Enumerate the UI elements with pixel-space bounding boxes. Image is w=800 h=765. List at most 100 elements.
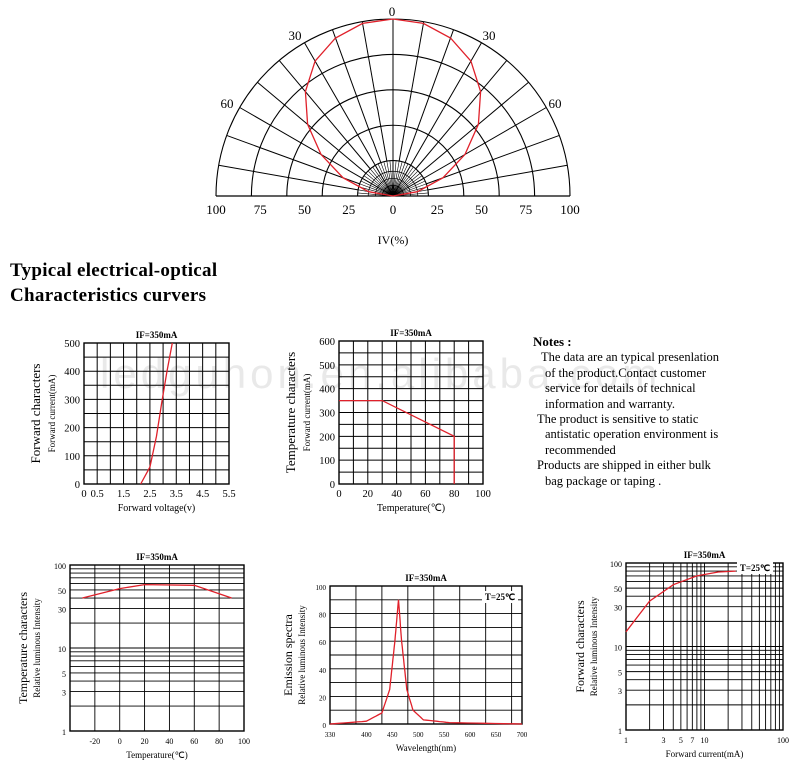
x-tick-label: 5.5	[222, 489, 235, 500]
x-tick-label: 60	[190, 737, 198, 746]
y-tick-label: 0	[75, 480, 80, 491]
plot-frame	[83, 342, 230, 485]
notes-line: recommended	[545, 442, 616, 457]
y-tick-label: 5	[62, 670, 66, 679]
x-axis-label: Forward current(mA)	[666, 749, 744, 759]
polar-fine-spoke	[380, 162, 394, 197]
polar-fine-spoke	[392, 180, 426, 197]
chart-title: IF=350mA	[405, 573, 447, 583]
y-tick-label: 600	[319, 337, 335, 348]
polar-fine-spoke	[372, 166, 394, 197]
x-tick-label: 4.5	[196, 489, 209, 500]
y-tick-label: 50	[58, 587, 66, 596]
x-tick-label: 100	[238, 737, 250, 746]
y-axis-sublabel: Relative luminous Intensity	[297, 605, 307, 705]
polar-fine-spoke	[360, 180, 394, 197]
chart-title: IF=350mA	[684, 550, 726, 560]
polar-angle-label: 60	[549, 96, 562, 111]
y-tick-label: 200	[64, 424, 80, 435]
chart-annotation: T=25℃	[485, 592, 515, 602]
y-axis-label: Temperature characters	[16, 592, 30, 704]
notes-line: The data are an typical presenlation	[541, 350, 720, 365]
y-tick-label: 100	[54, 562, 66, 571]
y-tick-label: 0	[330, 480, 335, 491]
polar-fine-spoke	[367, 170, 394, 197]
y-tick-label: 1	[62, 728, 66, 737]
y-tick-label: 3	[62, 688, 66, 697]
x-tick-label: 1.5	[117, 489, 130, 500]
x-tick-label: -20	[90, 737, 101, 746]
y-tick-label: 50	[614, 585, 622, 594]
y-tick-label: 100	[319, 456, 335, 467]
y-tick-label: 30	[614, 604, 622, 613]
polar-radial-tick: 50	[298, 202, 311, 217]
y-tick-label: 400	[319, 385, 335, 396]
y-tick-label: 100	[64, 452, 80, 463]
polar-series-line	[304, 18, 482, 197]
y-axis-label: Forward characters	[573, 600, 587, 693]
y-axis-sublabel: Forward current(mA)	[302, 374, 312, 452]
notes-title: Notes :	[533, 334, 572, 349]
x-tick-label: 0	[118, 737, 122, 746]
y-tick-label: 300	[319, 409, 335, 420]
polar-fine-spoke	[392, 175, 423, 197]
polar-radial-tick: 100	[206, 202, 226, 217]
chart-emission: 330 400 450 500 550 600 650 700 0 20 40 60 80 100 IF=3…	[281, 573, 528, 753]
y-axis-label: Emission spectra	[281, 614, 295, 696]
x-tick-label: 0	[81, 489, 86, 500]
y-tick-label: 100	[610, 560, 622, 569]
series-line	[140, 342, 173, 485]
x-axis-label: Forward voltage(v)	[118, 503, 195, 514]
x-tick-label: 7	[690, 736, 694, 745]
polar-fine-spoke	[389, 160, 394, 197]
chart-temp-intensity: -20 0 20 40 60 80 100 1 3 5 10 30 50 100 IF=350mA Tempe…	[16, 552, 250, 760]
x-tick-label: 0.5	[91, 489, 104, 500]
x-tick-label: 20	[363, 489, 374, 500]
polar-fine-spoke	[392, 161, 403, 197]
x-tick-label: 330	[325, 731, 336, 739]
x-tick-label: 20	[141, 737, 149, 746]
polar-radial-tick: 75	[519, 202, 532, 217]
y-axis-sublabel: Relative luminous Intensity	[32, 598, 42, 698]
y-tick-label: 3	[618, 687, 622, 696]
x-tick-label: 0	[336, 489, 341, 500]
polar-fine-spoke	[359, 183, 394, 197]
polar-spoke	[226, 134, 360, 185]
polar-fine-spoke	[392, 170, 419, 197]
x-tick-label: 60	[420, 489, 431, 500]
x-tick-label: 40	[165, 737, 173, 746]
plot-frame	[625, 562, 784, 731]
notes-line: Products are shipped in either bulk	[537, 458, 711, 473]
series-line	[339, 399, 455, 484]
x-tick-label: 5	[679, 736, 683, 745]
chart-temp-current: 0 20 40 60 80 100 0 100 200 300 400 500 600 IF=350mA T…	[283, 328, 491, 514]
x-axis-label: Wavelength(nm)	[396, 743, 456, 753]
y-axis-sublabel: Relative luminous Intensity	[589, 596, 599, 696]
polar-fine-spoke	[363, 175, 394, 197]
x-tick-label: 2.5	[143, 489, 156, 500]
polar-spoke	[404, 29, 455, 163]
chart-annotation: T=25℃	[740, 563, 770, 573]
y-tick-label: 20	[319, 694, 327, 702]
y-tick-label: 80	[319, 612, 327, 620]
polar-fine-spoke	[370, 168, 394, 197]
polar-radial-tick: 75	[254, 202, 267, 217]
polar-fine-spoke	[392, 162, 406, 197]
plot-frame	[329, 585, 523, 725]
y-tick-label: 100	[316, 584, 327, 592]
y-axis-label: Temperature characters	[283, 352, 298, 473]
x-tick-label: 80	[449, 489, 460, 500]
polar-spoke	[415, 60, 508, 170]
notes-line: The product is sensitive to static	[537, 412, 699, 427]
polar-axis-label: IV(%)	[378, 233, 409, 247]
x-tick-label: 10	[701, 736, 709, 745]
x-tick-label: 100	[777, 736, 789, 745]
annotation-bg	[737, 562, 773, 574]
polar-fine-spoke	[392, 160, 397, 197]
notes-panel: Notes : The data are an typical presenla…	[533, 334, 795, 489]
polar-fine-spoke	[392, 163, 409, 197]
polar-angle-label: 30	[289, 28, 302, 43]
polar-spoke	[361, 21, 388, 162]
y-tick-label: 60	[319, 639, 327, 647]
